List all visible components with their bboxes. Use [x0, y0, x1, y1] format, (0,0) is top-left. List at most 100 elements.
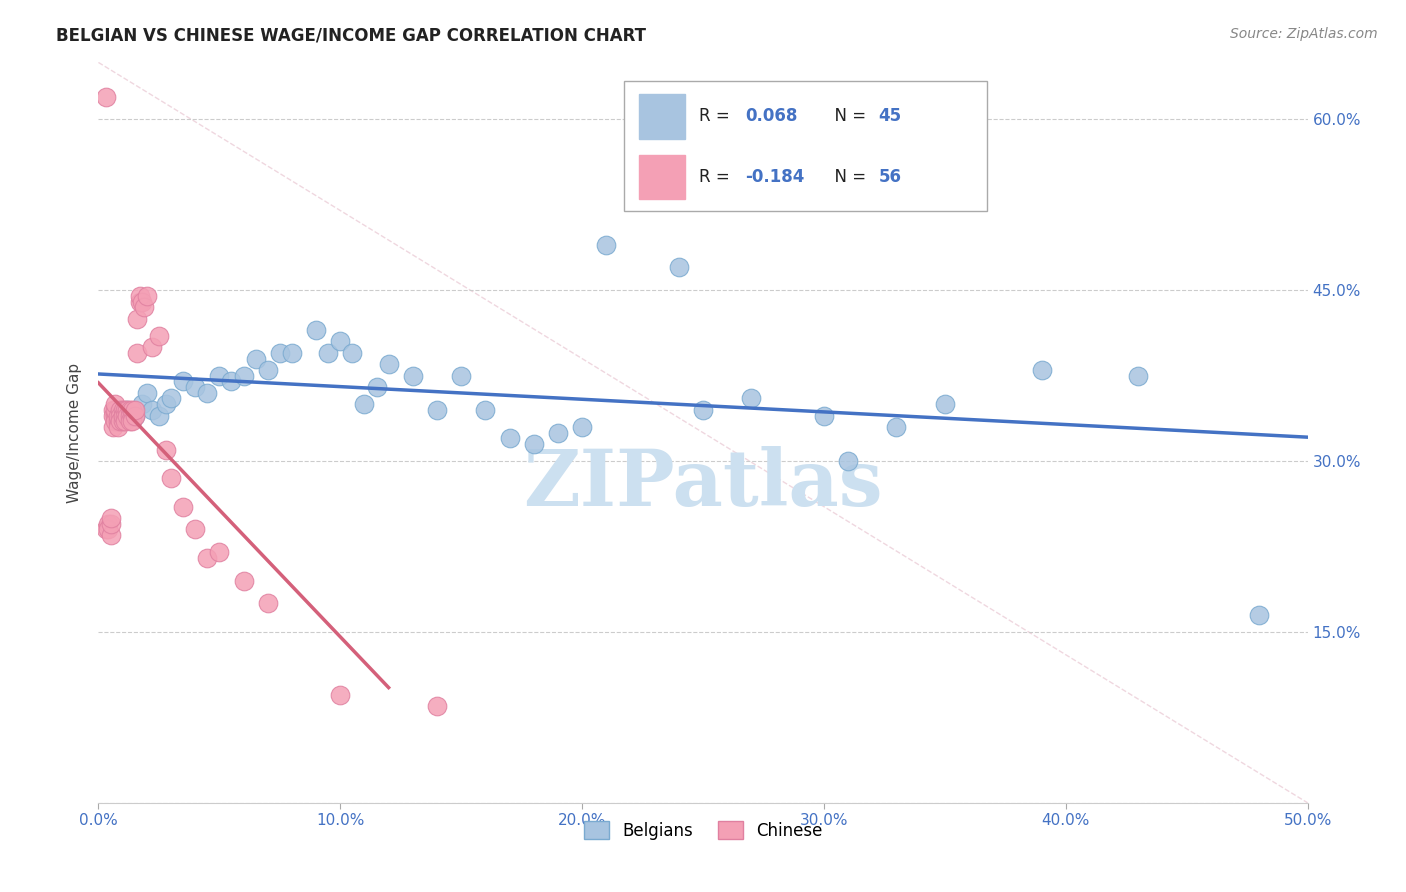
- Point: [111, 414, 134, 428]
- Point: [281, 346, 304, 360]
- Point: [104, 402, 127, 417]
- Point: [97, 516, 120, 531]
- Point: [94, 89, 117, 103]
- Point: [141, 402, 163, 417]
- Text: 0.068: 0.068: [745, 108, 797, 126]
- Point: [329, 688, 352, 702]
- Point: [155, 397, 177, 411]
- Point: [184, 380, 207, 394]
- Point: [232, 574, 254, 588]
- Point: [377, 357, 399, 371]
- Point: [148, 409, 170, 423]
- Point: [329, 334, 352, 349]
- Point: [141, 340, 163, 354]
- Point: [195, 550, 218, 565]
- Point: [117, 402, 139, 417]
- Point: [124, 402, 146, 417]
- Point: [160, 471, 183, 485]
- Point: [837, 454, 859, 468]
- Point: [121, 414, 143, 428]
- Point: [104, 409, 127, 423]
- Point: [172, 500, 194, 514]
- Point: [121, 409, 143, 423]
- Point: [245, 351, 267, 366]
- Text: R =: R =: [699, 169, 735, 186]
- FancyBboxPatch shape: [624, 81, 987, 211]
- Point: [221, 375, 243, 389]
- Point: [107, 409, 129, 423]
- Point: [104, 414, 127, 428]
- Point: [127, 311, 149, 326]
- Point: [135, 289, 157, 303]
- Point: [97, 523, 120, 537]
- Point: [172, 375, 194, 389]
- Text: BELGIAN VS CHINESE WAGE/INCOME GAP CORRELATION CHART: BELGIAN VS CHINESE WAGE/INCOME GAP CORRE…: [56, 27, 647, 45]
- Point: [107, 414, 129, 428]
- Point: [160, 392, 183, 406]
- Point: [692, 402, 714, 417]
- Point: [117, 402, 139, 417]
- Text: N =: N =: [824, 108, 872, 126]
- Text: -0.184: -0.184: [745, 169, 804, 186]
- Point: [128, 289, 150, 303]
- Text: 56: 56: [879, 169, 901, 186]
- Point: [111, 409, 134, 423]
- Point: [1128, 368, 1150, 383]
- Point: [121, 402, 143, 417]
- Legend: Belgians, Chinese: Belgians, Chinese: [576, 814, 830, 847]
- Point: [523, 437, 546, 451]
- Point: [208, 368, 231, 383]
- Point: [269, 346, 291, 360]
- Point: [131, 294, 153, 309]
- Point: [208, 545, 231, 559]
- Point: [155, 442, 177, 457]
- Point: [402, 368, 425, 383]
- Point: [148, 328, 170, 343]
- Point: [128, 294, 150, 309]
- Point: [100, 528, 122, 542]
- Y-axis label: Wage/Income Gap: Wage/Income Gap: [67, 362, 83, 503]
- Point: [111, 409, 134, 423]
- Point: [127, 346, 149, 360]
- Point: [131, 397, 153, 411]
- Point: [101, 402, 124, 417]
- Point: [740, 392, 762, 406]
- Point: [107, 420, 129, 434]
- Point: [100, 511, 122, 525]
- Point: [134, 301, 156, 315]
- Point: [135, 385, 157, 400]
- Point: [108, 409, 131, 423]
- Text: N =: N =: [824, 169, 872, 186]
- Point: [426, 402, 449, 417]
- Point: [813, 409, 835, 423]
- Point: [498, 431, 520, 445]
- Point: [595, 237, 617, 252]
- Point: [107, 414, 129, 428]
- Point: [114, 409, 136, 423]
- Point: [111, 402, 134, 417]
- Point: [366, 380, 388, 394]
- Bar: [638, 155, 685, 200]
- Point: [104, 397, 127, 411]
- Point: [886, 420, 908, 434]
- Bar: [638, 95, 685, 138]
- Point: [1031, 363, 1053, 377]
- Point: [108, 402, 131, 417]
- Point: [316, 346, 339, 360]
- Point: [450, 368, 472, 383]
- Point: [118, 414, 141, 428]
- Point: [118, 409, 141, 423]
- Text: R =: R =: [699, 108, 735, 126]
- Point: [256, 597, 278, 611]
- Point: [101, 409, 124, 423]
- Point: [474, 402, 496, 417]
- Point: [668, 260, 690, 275]
- Point: [114, 414, 136, 428]
- Point: [118, 402, 141, 417]
- Point: [232, 368, 254, 383]
- Point: [184, 523, 207, 537]
- Point: [353, 397, 375, 411]
- Point: [934, 397, 956, 411]
- Point: [305, 323, 328, 337]
- Point: [124, 409, 146, 423]
